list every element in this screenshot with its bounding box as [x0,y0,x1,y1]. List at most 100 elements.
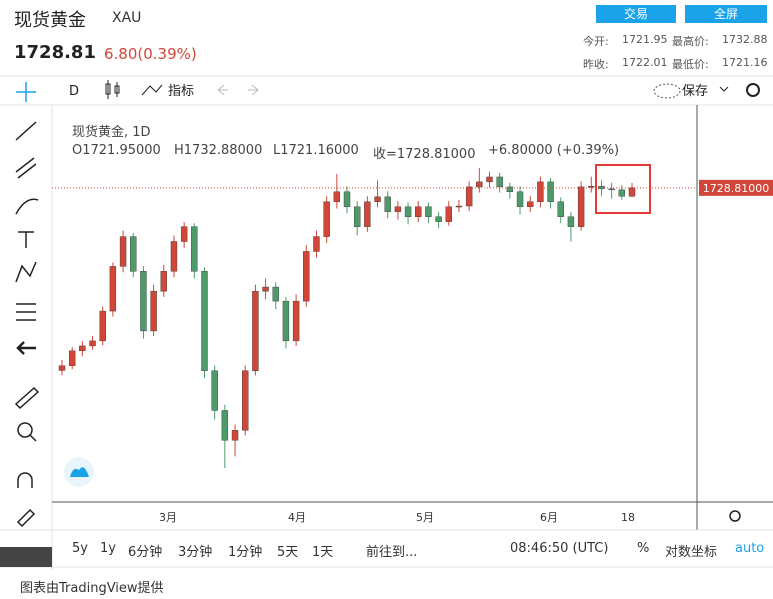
range-button[interactable]: 1y [100,541,116,556]
x-tick-label: 3月 [159,511,177,524]
candle-body [374,196,381,202]
fullscreen-button[interactable]: 全屏 [685,5,767,23]
candle-body [476,181,483,188]
candle-body [201,271,208,371]
candle-body [313,236,320,252]
axis-settings[interactable] [729,510,741,522]
candle-body [130,236,137,272]
candle-body [221,410,229,441]
log-button[interactable]: 对数坐标 [665,545,718,560]
dropdown[interactable] [719,86,729,92]
candle-body [537,181,544,202]
indicator-icon[interactable] [141,84,163,96]
candle-body [150,290,157,332]
x-tick-label: 4月 [288,511,306,524]
stat-value: 1722.01 [622,56,668,69]
candle-body [486,176,493,183]
settings-icon[interactable] [746,83,760,97]
candle-body [252,290,259,371]
cloud-icon[interactable] [653,83,681,99]
legend-open: O1721.95000 [72,143,161,158]
stat-value: 1732.88 [722,33,768,46]
candle-body [99,310,106,342]
candle-body [557,201,564,217]
x-tick-label: 5月 [416,511,434,524]
legend-high: H1732.88000 [174,143,263,158]
tool-icons[interactable] [14,82,40,528]
stat-value: 1721.95 [622,33,668,46]
candle-body [58,365,66,371]
stat-label: 昨收: [583,58,609,71]
clock: 08:46:50 (UTC) [510,541,609,556]
legend-name: 现货黄金, 1D [72,125,151,140]
indicators[interactable]: 指标 [168,84,194,99]
candle-body [516,191,524,207]
stat-label: 今开: [583,35,609,48]
footer: 图表由TradingView提供 [20,581,164,596]
candle-icon[interactable] [105,80,120,99]
candle-body [68,350,76,366]
candle-body [547,181,554,202]
candle-body [588,185,595,188]
stat-label: 最低价: [672,58,709,71]
candle-body [364,201,371,227]
candle-body [180,226,188,242]
candle-body [384,196,391,212]
candle-body [170,241,178,272]
candle-body [160,271,167,292]
candle-body [435,216,442,222]
range-button[interactable]: 5天 [277,545,299,560]
candle-body [425,206,432,217]
title: 现货黄金 [14,10,86,31]
candle-body [567,216,575,227]
price: 1728.81 [14,42,96,63]
candle-body [211,370,218,411]
legend-change: +6.80000 (+0.39%) [488,143,620,158]
last-price-box [699,179,773,196]
legend-close: 收=1728.81000 [373,147,476,162]
undo[interactable] [217,84,228,96]
auto-button[interactable]: auto [735,541,765,556]
candle-body [79,345,86,352]
candle-body [242,370,249,431]
candle-body [353,206,361,227]
candle-body [577,186,585,227]
highlight-box [595,164,651,214]
stat-value: 1721.16 [722,56,768,69]
candle-body [89,340,96,347]
x-tick-label: 6月 [540,511,558,524]
range-button[interactable]: 1分钟 [228,545,263,560]
candle-body [506,186,514,193]
candle-body [262,286,269,292]
legend-low: L1721.16000 [273,143,359,158]
candle-body [303,251,310,302]
candle-body [527,201,534,207]
range-button[interactable]: 6分钟 [128,545,163,560]
collapse-button[interactable] [0,547,52,567]
candle-body [333,191,341,202]
candle-body [415,206,422,217]
candle-body [191,226,198,272]
logo [70,467,89,477]
candle-body [323,201,330,237]
trade-button[interactable]: 交易 [596,5,676,23]
range-button[interactable]: 1天 [312,545,334,560]
range-button[interactable]: 5y [72,541,88,556]
candle-body [272,286,279,302]
candle-body [465,186,473,207]
stat-label: 最高价: [672,35,709,48]
redo[interactable] [248,84,259,96]
candle-body [628,187,636,197]
range-button[interactable]: 3分钟 [178,545,213,560]
candle-body [404,206,412,217]
interval[interactable]: D [69,84,79,99]
candle-body [445,206,452,222]
save[interactable]: 保存 [682,84,708,99]
candle-body [292,300,300,342]
percent-button[interactable]: % [637,541,650,556]
goto[interactable]: 前往到... [366,545,418,560]
candle-body [455,205,463,208]
candle-body [140,271,147,332]
